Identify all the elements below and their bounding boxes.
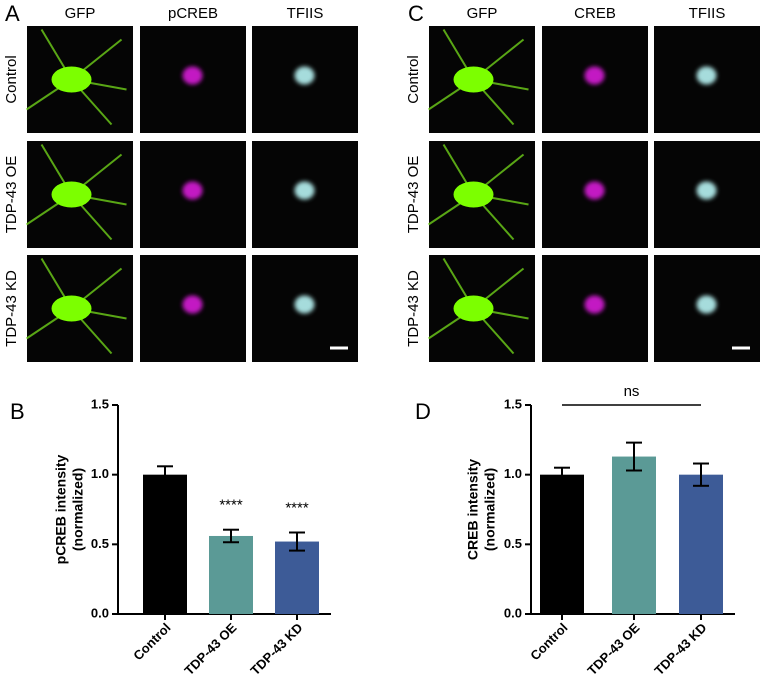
x-tick-label: Control [130, 620, 173, 663]
y-tick-label: 1.5 [504, 396, 522, 411]
nucleus [294, 66, 315, 85]
y-axis-label: (normalized) [70, 468, 86, 551]
y-tick-label: 0.0 [91, 605, 109, 620]
nucleus [696, 66, 717, 85]
soma [51, 295, 92, 322]
nucleus [294, 181, 315, 200]
error-bar [626, 441, 642, 472]
x-tick-label: TDP-43 OE [584, 620, 642, 678]
soma [453, 181, 494, 208]
micrograph [427, 255, 535, 362]
y-tick-label: 0.0 [504, 605, 522, 620]
micrograph [654, 26, 760, 133]
panel-label: A [5, 1, 20, 26]
soma [453, 66, 494, 93]
significance-label: **** [219, 497, 243, 514]
panel-label: C [408, 1, 424, 26]
error-bar [693, 462, 709, 487]
micrograph [427, 26, 535, 133]
micrograph [427, 141, 535, 248]
column-header: pCREB [168, 5, 218, 22]
micrograph [542, 255, 648, 362]
panel-label: D [415, 399, 431, 424]
x-tick-label: Control [527, 620, 570, 663]
error-bar [223, 528, 239, 544]
y-axis-label: (normalized) [482, 468, 498, 551]
micrograph [542, 26, 648, 133]
bar [679, 474, 723, 614]
y-tick-label: 1.5 [91, 396, 109, 411]
row-label: TDP-43 KD [3, 270, 20, 347]
nucleus [584, 295, 605, 314]
column-header: TFIIS [287, 5, 324, 22]
bar [612, 456, 656, 614]
nucleus [182, 66, 203, 85]
micrograph [252, 26, 358, 133]
significance-label: **** [285, 499, 309, 516]
soma [51, 181, 92, 208]
panel-label: B [10, 399, 25, 424]
bar [540, 474, 584, 614]
nucleus [182, 295, 203, 314]
y-tick-label: 0.5 [504, 536, 522, 551]
bar [209, 535, 253, 614]
y-tick-label: 1.0 [504, 466, 522, 481]
micrograph [654, 255, 760, 362]
error-bar [554, 466, 570, 483]
comparison-label: ns [624, 383, 640, 400]
x-tick-label: TDP-43 KD [247, 620, 305, 678]
micrograph [140, 255, 246, 362]
micrograph [25, 141, 133, 248]
column-header: TFIIS [689, 5, 726, 22]
micrograph [654, 141, 760, 248]
nucleus [294, 295, 315, 314]
micrograph [252, 255, 358, 362]
row-label: TDP-43 OE [405, 156, 422, 234]
nucleus [584, 66, 605, 85]
bar [275, 541, 319, 614]
soma [51, 66, 92, 93]
y-axis-label: CREB intensity [465, 459, 481, 560]
column-header: CREB [574, 5, 616, 22]
nucleus [696, 295, 717, 314]
micrograph [140, 26, 246, 133]
nucleus [696, 181, 717, 200]
row-label: TDP-43 KD [405, 270, 422, 347]
micrograph [252, 141, 358, 248]
error-bar [157, 465, 173, 485]
soma [453, 295, 494, 322]
column-header: GFP [65, 5, 96, 22]
y-axis-label: pCREB intensity [53, 454, 69, 564]
y-tick-label: 1.0 [91, 466, 109, 481]
error-bar [289, 531, 305, 552]
nucleus [182, 181, 203, 200]
micrograph [25, 255, 133, 362]
row-label: TDP-43 OE [3, 156, 20, 234]
column-header: GFP [467, 5, 498, 22]
nucleus [584, 181, 605, 200]
micrograph [25, 26, 133, 133]
row-label: Control [405, 55, 422, 103]
x-tick-label: TDP-43 KD [651, 620, 709, 678]
x-tick-label: TDP-43 OE [181, 620, 239, 678]
y-tick-label: 0.5 [91, 536, 109, 551]
row-label: Control [3, 55, 20, 103]
micrograph [542, 141, 648, 248]
bar [143, 474, 187, 614]
micrograph [140, 141, 246, 248]
